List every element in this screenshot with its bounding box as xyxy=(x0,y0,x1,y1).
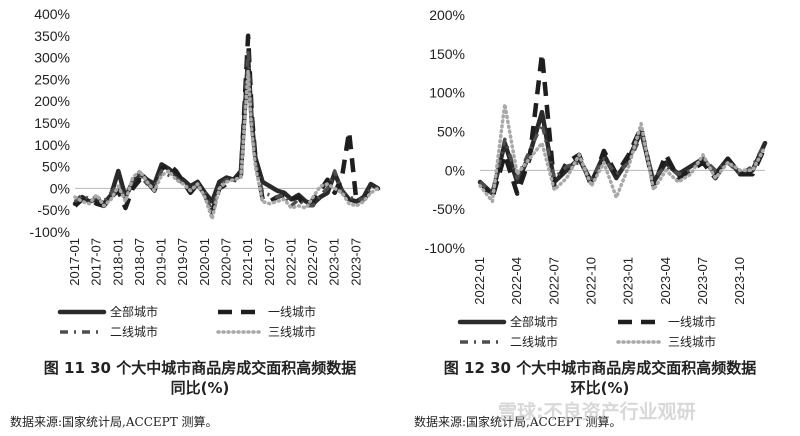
x-tick-label: 2017-01 xyxy=(67,238,82,286)
legend-label: 全部城市 xyxy=(110,304,158,319)
y-tick-label: 400% xyxy=(34,6,70,22)
x-tick-label: 2020-01 xyxy=(197,238,212,286)
chart-caption: 图 11 30 个大中城市商品房成交面积高频数据 同比(%) xyxy=(0,358,400,398)
y-tick-label: 350% xyxy=(34,28,70,44)
x-tick-label: 2023-10 xyxy=(732,257,747,305)
caption-line2: 环比(%) xyxy=(570,379,630,397)
legend-label: 二线城市 xyxy=(510,334,558,349)
y-tick-label: 250% xyxy=(34,71,70,87)
legend-label: 二线城市 xyxy=(110,324,158,339)
mom-line-chart: 200% 150% 100% 50% 0% -50% -100% 2022-01 2022-04… xyxy=(425,7,768,349)
y-tick-label: 150% xyxy=(34,115,70,131)
legend-label: 一线城市 xyxy=(668,314,716,329)
y-tick-label: 200% xyxy=(429,7,465,23)
x-tick-label: 2018-07 xyxy=(132,238,147,286)
legend-label: 三线城市 xyxy=(268,324,316,339)
series-line-3 xyxy=(478,121,767,196)
legend-label: 全部城市 xyxy=(510,314,558,329)
series-line-2 xyxy=(478,51,768,200)
legend-label: 三线城市 xyxy=(668,334,716,349)
x-tick-label: 2022-07 xyxy=(546,257,561,305)
y-tick-label: -100% xyxy=(425,240,465,256)
y-tick-label: 0% xyxy=(50,180,70,196)
x-tick-label: 2017-07 xyxy=(89,238,104,286)
x-tick-label: 2022-01 xyxy=(283,238,298,286)
x-tick-label: 2023-04 xyxy=(658,257,673,305)
y-tick-label: 50% xyxy=(437,124,465,140)
y-tick-label: 50% xyxy=(42,159,70,175)
legend-label: 一线城市 xyxy=(268,304,316,319)
caption-line2: 同比(%) xyxy=(170,379,230,397)
x-tick-label: 2023-07 xyxy=(348,238,363,286)
series-line-2 xyxy=(73,33,379,215)
x-tick-label: 2022-04 xyxy=(509,257,524,305)
data-source: 数据来源:国家统计局,ACCEPT 测算。 xyxy=(10,415,218,429)
chart-panel-right: 200% 150% 100% 50% 0% -50% -100% 2022-01 2022-04… xyxy=(400,0,800,436)
series-line-4 xyxy=(478,102,767,204)
x-tick-label: 2023-07 xyxy=(695,257,710,305)
x-tick-label: 2021-01 xyxy=(240,238,255,286)
x-tick-label: 2022-07 xyxy=(305,238,320,286)
x-tick-label: 2023-01 xyxy=(327,238,342,286)
y-tick-label: 300% xyxy=(34,50,70,66)
yoy-line-chart: 400% 350% 300% 250% 200% 150% 100% 50% 0% -50% -10… xyxy=(30,6,381,339)
x-tick-label: 2021-07 xyxy=(262,238,277,286)
y-tick-label: 0% xyxy=(445,162,465,178)
data-source: 数据来源:国家统计局,ACCEPT 测算。 xyxy=(414,415,622,429)
caption-line1: 图 12 30 个大中城市商品房成交面积高频数据 xyxy=(443,359,757,377)
caption-line1: 图 11 30 个大中城市商品房成交面积高频数据 xyxy=(43,359,357,377)
x-tick-label: 2020-07 xyxy=(219,238,234,286)
x-tick-label: 2019-01 xyxy=(154,238,169,286)
y-tick-label: 100% xyxy=(34,137,70,153)
x-tick-label: 2018-01 xyxy=(110,238,125,286)
y-tick-label: -50% xyxy=(37,202,70,218)
series-line-3 xyxy=(73,47,378,215)
y-tick-label: 150% xyxy=(429,46,465,62)
chart-caption: 图 12 30 个大中城市商品房成交面积高频数据 环比(%) xyxy=(400,358,800,398)
x-tick-label: 2023-01 xyxy=(621,257,636,305)
y-tick-label: 200% xyxy=(34,93,70,109)
y-tick-label: -100% xyxy=(30,224,70,240)
x-tick-label: 2019-07 xyxy=(175,238,190,286)
series-line-4 xyxy=(73,68,380,221)
y-tick-label: -50% xyxy=(432,201,465,217)
watermark-text: 雪球:不良资产行业观研 xyxy=(498,401,696,423)
chart-panel-left: 400% 350% 300% 250% 200% 150% 100% 50% 0% -50% -10… xyxy=(0,6,400,429)
x-tick-label: 2022-10 xyxy=(584,257,599,305)
x-tick-label: 2022-01 xyxy=(472,257,487,305)
y-tick-label: 100% xyxy=(429,85,465,101)
